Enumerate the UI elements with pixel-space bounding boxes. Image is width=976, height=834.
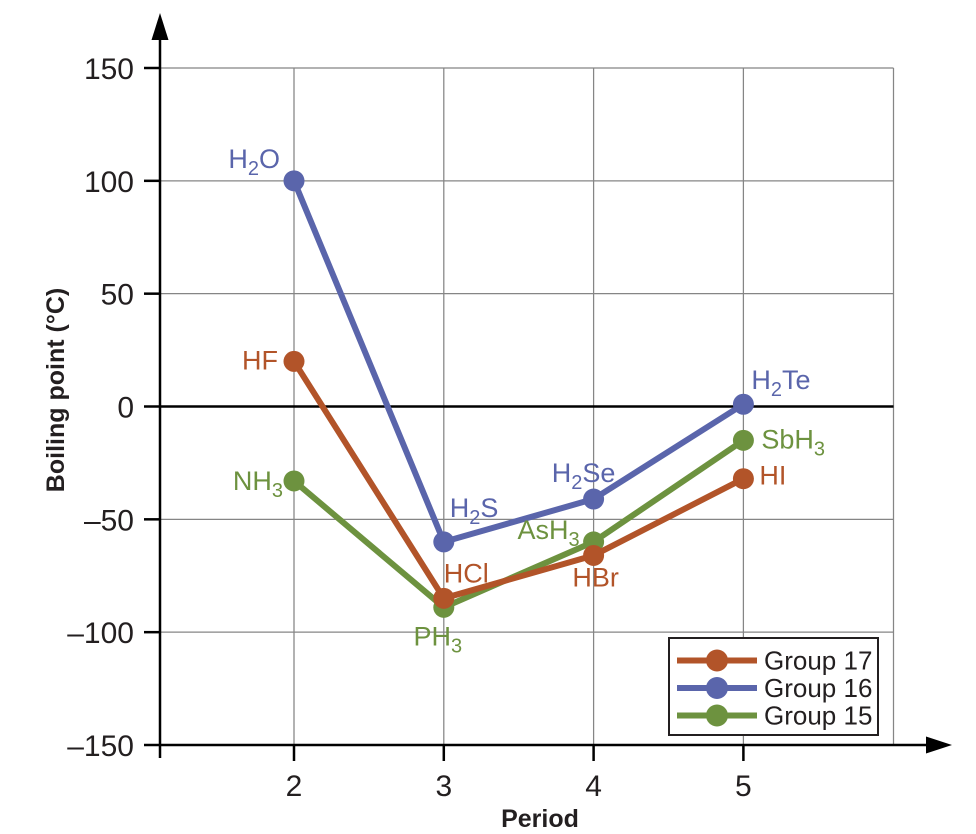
- legend-marker-group-16: [706, 677, 728, 699]
- point-label-h2o: H2O: [228, 144, 280, 180]
- y-tick-label: 150: [84, 53, 134, 86]
- point-label-h2te: H2Te: [751, 365, 810, 401]
- y-tick-label: 0: [117, 392, 134, 425]
- plot-area: 150 100 50 0 –50 –100 –150 2 3 4 5 HF HCl HBr HI H2O H2S…: [67, 13, 952, 803]
- marker-hbr: [583, 544, 605, 566]
- x-axis-title: Period: [501, 805, 579, 833]
- marker-hcl: [433, 587, 455, 609]
- y-tick-label: 50: [101, 279, 134, 312]
- marker-hi: [732, 468, 754, 490]
- point-label-hcl: HCl: [444, 558, 489, 588]
- marker-h2te: [732, 393, 754, 415]
- legend-label-group-15: Group 15: [764, 701, 872, 731]
- marker-h2se: [583, 488, 605, 510]
- series-line-group-17: [291, 359, 745, 602]
- marker-h2s: [433, 531, 455, 553]
- point-label-nh3: NH3: [233, 466, 283, 502]
- legend-marker-group-15: [706, 704, 728, 727]
- marker-nh3: [283, 470, 305, 492]
- legend-marker-group-17: [706, 649, 728, 672]
- y-axis-title: Boiling point (°C): [42, 288, 70, 492]
- point-label-h2s: H2S: [450, 493, 499, 529]
- x-tick-label: 5: [735, 770, 752, 803]
- x-tick-label: 2: [286, 770, 303, 803]
- marker-h2o: [283, 170, 305, 192]
- legend-label-group-16: Group 16: [764, 673, 872, 703]
- marker-sbh3: [732, 429, 754, 451]
- point-label-sbh3: SbH3: [761, 424, 825, 460]
- marker-hf: [283, 350, 305, 372]
- legend-label-group-17: Group 17: [764, 646, 872, 676]
- y-tick-label: 100: [84, 166, 134, 199]
- point-label-hi: HI: [759, 461, 786, 491]
- y-tick-label: –100: [67, 617, 134, 650]
- series-line-group-16: [291, 179, 746, 546]
- point-label-hf: HF: [242, 345, 278, 375]
- x-tick-label: 4: [585, 770, 602, 803]
- y-tick-label: –150: [67, 730, 134, 763]
- point-label-ph3: PH3: [413, 621, 462, 657]
- y-tick-label: –50: [84, 504, 134, 537]
- point-label-hbr: HBr: [572, 562, 619, 592]
- point-label-h2se: H2Se: [552, 458, 616, 494]
- point-label-ash3: AsH3: [517, 515, 579, 551]
- x-tick-label: 3: [435, 770, 452, 803]
- x-axis-arrow-icon: [926, 736, 952, 754]
- y-axis-arrow-icon: [151, 13, 169, 40]
